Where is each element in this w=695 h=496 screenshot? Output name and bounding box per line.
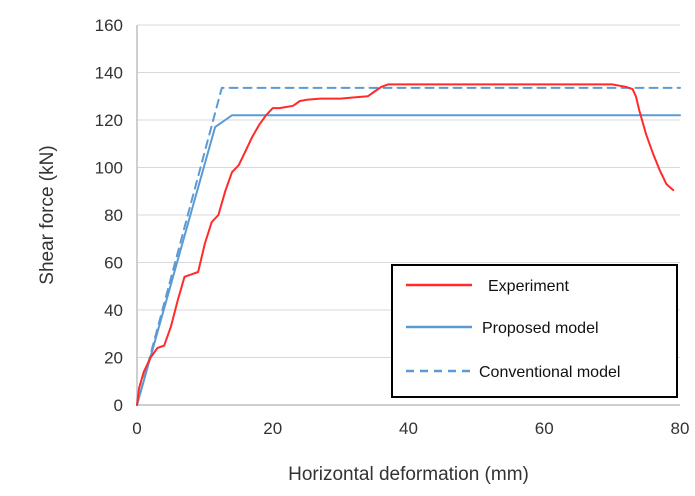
x-tick-label: 20 — [263, 419, 282, 438]
series-line-experiment — [136, 83, 675, 406]
legend-label-conventional-model: Conventional model — [479, 364, 620, 381]
y-axis-title: Shear force (kN) — [37, 145, 58, 284]
y-tick-label: 0 — [114, 396, 123, 415]
x-tick-label: 0 — [132, 419, 141, 438]
legend-label-experiment: Experiment — [488, 278, 569, 295]
y-tick-label: 100 — [95, 159, 123, 178]
series-line-proposed-model — [136, 114, 681, 406]
y-tick-label: 20 — [104, 349, 123, 368]
y-tick-label: 140 — [95, 64, 123, 83]
grid-lines — [137, 24, 680, 358]
x-axis-title: Horizontal deformation (mm) — [288, 464, 529, 485]
y-tick-label: 120 — [95, 111, 123, 130]
legend-label-proposed-model: Proposed model — [482, 320, 599, 337]
x-tick-label: 60 — [535, 419, 554, 438]
legend: Experiment Proposed model Conventional m… — [391, 264, 678, 398]
y-tick-label: 40 — [104, 301, 123, 320]
x-tick-label: 40 — [399, 419, 418, 438]
series-line-conventional-model — [136, 86, 681, 406]
y-tick-label: 160 — [95, 16, 123, 35]
x-tick-label: 80 — [671, 419, 690, 438]
legend-box — [391, 264, 678, 398]
series-lines — [136, 83, 681, 406]
y-tick-label: 80 — [104, 206, 123, 225]
axes — [136, 25, 680, 406]
tick-labels: 0 20 40 60 80 100 120 140 160 0 20 40 60 80 — [95, 16, 690, 438]
y-tick-label: 60 — [104, 254, 123, 273]
